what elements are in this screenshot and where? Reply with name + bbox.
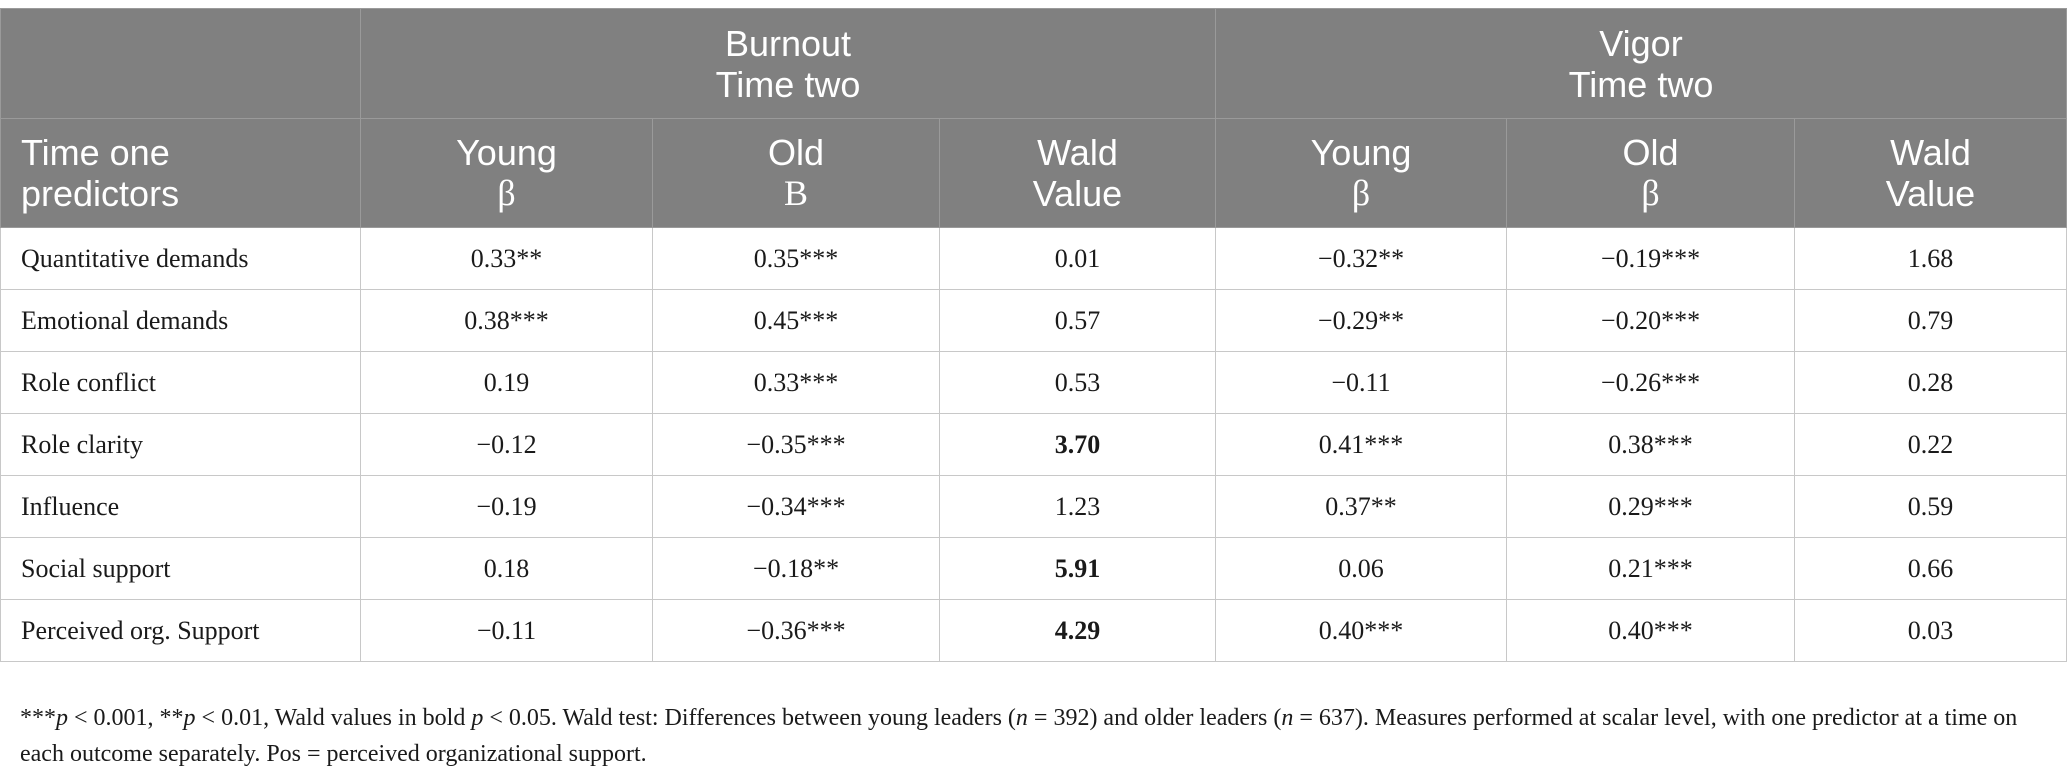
vigor-young-value: 0.40*** [1215,599,1507,662]
vigor-young-value: 0.06 [1215,537,1507,600]
vigor-wald-header: Wald Value [1794,118,2067,228]
predictor-label: Emotional demands [0,289,361,352]
burnout-wald-value: 5.91 [939,537,1216,600]
results-table: Burnout Time two Vigor Time two Time one… [0,8,2067,662]
footnote-p-symbol: p [56,705,68,731]
subheader-line2: β [1641,173,1660,213]
vigor-young-value: −0.29** [1215,289,1507,352]
predictors-header: Time one predictors [0,118,361,228]
burnout-old-header: Old B [652,118,940,228]
footnote-text: *** [20,705,56,731]
burnout-young-value: −0.11 [360,599,653,662]
table-footnote: ***p < 0.001, **p < 0.01, Wald values in… [20,700,2050,772]
burnout-wald-value: 1.23 [939,475,1216,538]
vigor-old-value: 0.40*** [1506,599,1795,662]
vigor-young-value: 0.41*** [1215,413,1507,476]
subheader-line1: Young [456,132,557,173]
burnout-young-value: 0.38*** [360,289,653,352]
table-row: Role conflict 0.19 0.33*** 0.53 −0.11 −0… [0,351,2067,414]
footnote-text: < 0.05. Wald test: Differences between y… [483,705,1016,731]
table-row: Quantitative demands 0.33** 0.35*** 0.01… [0,227,2067,290]
burnout-group-header: Burnout Time two [360,8,1216,119]
subheader-line1: Young [1310,132,1412,173]
burnout-young-value: −0.19 [360,475,653,538]
burnout-wald-value: 4.29 [939,599,1216,662]
vigor-old-value: −0.20*** [1506,289,1795,352]
vigor-old-header: Old β [1506,118,1795,228]
vigor-wald-value: 0.59 [1794,475,2067,538]
vigor-group-line1: Vigor [1599,22,1683,64]
subheader-line2: Value [1032,173,1123,214]
vigor-old-value: −0.26*** [1506,351,1795,414]
burnout-young-header: Young β [360,118,653,228]
vigor-wald-value: 0.03 [1794,599,2067,662]
subheader-line1: Old [1622,132,1679,173]
burnout-group-line2: Time two [715,63,861,105]
burnout-old-value: −0.35*** [652,413,940,476]
footnote-text: = 637). Measures performed at scalar lev… [20,705,2018,767]
vigor-young-value: −0.32** [1215,227,1507,290]
vigor-young-value: 0.37** [1215,475,1507,538]
predictor-label: Influence [0,475,361,538]
vigor-wald-value: 0.66 [1794,537,2067,600]
burnout-old-value: −0.36*** [652,599,940,662]
vigor-wald-value: 1.68 [1794,227,2067,290]
predictor-label: Quantitative demands [0,227,361,290]
burnout-wald-value: 0.01 [939,227,1216,290]
burnout-wald-header: Wald Value [939,118,1216,228]
footnote-text: = 392) and older leaders ( [1027,705,1282,731]
subheader-line1: Old [767,132,825,173]
burnout-young-value: 0.19 [360,351,653,414]
footnote-n-symbol: n [1281,705,1294,731]
vigor-group-line2: Time two [1568,63,1714,105]
table-row: Emotional demands 0.38*** 0.45*** 0.57 −… [0,289,2067,352]
predictor-label: Role conflict [0,351,361,414]
burnout-young-value: −0.12 [360,413,653,476]
burnout-group-line1: Burnout [724,22,852,64]
footnote-n-symbol: n [1015,705,1028,731]
burnout-wald-value: 0.57 [939,289,1216,352]
predictor-label: Perceived org. Support [0,599,361,662]
vigor-old-value: 0.29*** [1506,475,1795,538]
footnote-p-symbol: p [183,705,196,731]
burnout-wald-value: 3.70 [939,413,1216,476]
vigor-wald-value: 0.28 [1794,351,2067,414]
vigor-old-value: 0.38*** [1506,413,1795,476]
burnout-old-value: 0.45*** [652,289,940,352]
subheader-line2: β [497,173,516,213]
burnout-wald-value: 0.53 [939,351,1216,414]
vigor-young-value: −0.11 [1215,351,1507,414]
predictor-label: Role clarity [0,413,361,476]
subheader-line1: Wald [1890,132,1971,173]
table-row: Influence −0.19 −0.34*** 1.23 0.37** 0.2… [0,475,2067,538]
corner-header-cell [0,8,361,119]
burnout-old-value: 0.35*** [652,227,940,290]
burnout-young-value: 0.18 [360,537,653,600]
burnout-young-value: 0.33** [360,227,653,290]
footnote-text: < 0.001, ** [68,705,184,731]
vigor-old-value: −0.19*** [1506,227,1795,290]
subheader-line2: β [1351,173,1371,213]
burnout-old-value: −0.34*** [652,475,940,538]
predictors-header-line2: predictors [21,173,180,214]
table-row: Perceived org. Support −0.11 −0.36*** 4.… [0,599,2067,662]
predictor-label: Social support [0,537,361,600]
predictors-header-line1: Time one [21,132,170,173]
burnout-old-value: 0.33*** [652,351,940,414]
subheader-line1: Wald [1037,132,1118,173]
footnote-text: < 0.01, Wald values in bold [195,705,472,731]
burnout-old-value: −0.18** [652,537,940,600]
footnote-p-symbol: p [471,705,484,731]
subheader-line2: B [783,173,808,213]
subheader-line2: Value [1885,173,1976,214]
vigor-old-value: 0.21*** [1506,537,1795,600]
vigor-young-header: Young β [1215,118,1507,228]
table-row: Role clarity −0.12 −0.35*** 3.70 0.41***… [0,413,2067,476]
vigor-wald-value: 0.79 [1794,289,2067,352]
vigor-wald-value: 0.22 [1794,413,2067,476]
table-row: Social support 0.18 −0.18** 5.91 0.06 0.… [0,537,2067,600]
vigor-group-header: Vigor Time two [1215,8,2067,119]
